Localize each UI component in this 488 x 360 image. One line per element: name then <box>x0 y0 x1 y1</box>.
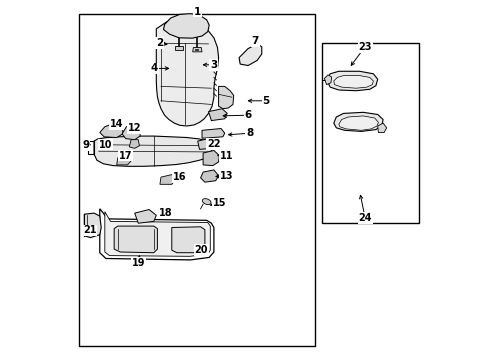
Polygon shape <box>333 76 373 88</box>
Text: 6: 6 <box>244 110 251 120</box>
Text: 8: 8 <box>246 128 253 138</box>
Bar <box>79 14 314 346</box>
Text: 17: 17 <box>119 150 132 161</box>
Polygon shape <box>197 139 213 149</box>
Text: 21: 21 <box>83 225 96 235</box>
Text: 19: 19 <box>131 258 145 268</box>
Text: 22: 22 <box>207 139 220 149</box>
Polygon shape <box>100 122 122 138</box>
Polygon shape <box>324 75 331 85</box>
Polygon shape <box>84 213 101 238</box>
Text: 15: 15 <box>212 198 225 208</box>
Text: 13: 13 <box>219 171 233 181</box>
Text: 4: 4 <box>150 63 158 73</box>
Polygon shape <box>163 14 209 38</box>
Text: 11: 11 <box>219 150 233 161</box>
Text: 3: 3 <box>210 60 217 70</box>
Polygon shape <box>218 86 233 109</box>
Polygon shape <box>122 124 140 140</box>
Polygon shape <box>208 109 227 121</box>
Polygon shape <box>333 112 382 131</box>
Polygon shape <box>202 129 224 138</box>
Polygon shape <box>156 20 218 126</box>
Text: 7: 7 <box>251 36 259 46</box>
Text: 5: 5 <box>262 96 269 106</box>
Polygon shape <box>377 123 386 132</box>
Ellipse shape <box>202 199 211 204</box>
Polygon shape <box>171 227 204 253</box>
Text: 1: 1 <box>194 6 201 17</box>
Polygon shape <box>114 226 157 253</box>
Text: 24: 24 <box>358 213 371 223</box>
Polygon shape <box>338 116 378 130</box>
Text: 20: 20 <box>194 245 207 255</box>
Polygon shape <box>129 140 139 148</box>
Text: 10: 10 <box>99 140 112 150</box>
Polygon shape <box>175 46 183 50</box>
Bar <box>321 43 418 223</box>
Text: 16: 16 <box>173 172 186 182</box>
Polygon shape <box>239 44 261 66</box>
Polygon shape <box>134 210 156 223</box>
Polygon shape <box>192 48 202 52</box>
Text: 2: 2 <box>156 38 163 48</box>
Polygon shape <box>203 150 219 166</box>
Text: 12: 12 <box>128 123 141 133</box>
Polygon shape <box>326 71 377 91</box>
Text: 14: 14 <box>110 119 123 129</box>
Polygon shape <box>117 156 131 165</box>
Polygon shape <box>94 136 211 166</box>
Polygon shape <box>200 170 218 182</box>
Polygon shape <box>194 49 198 50</box>
Text: 23: 23 <box>358 42 371 52</box>
Text: 9: 9 <box>82 140 89 150</box>
Polygon shape <box>160 175 175 184</box>
Polygon shape <box>104 212 210 256</box>
Text: 18: 18 <box>158 208 172 218</box>
